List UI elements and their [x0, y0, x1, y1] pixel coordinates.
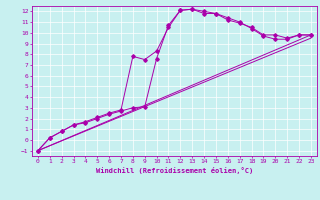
X-axis label: Windchill (Refroidissement éolien,°C): Windchill (Refroidissement éolien,°C) — [96, 167, 253, 174]
